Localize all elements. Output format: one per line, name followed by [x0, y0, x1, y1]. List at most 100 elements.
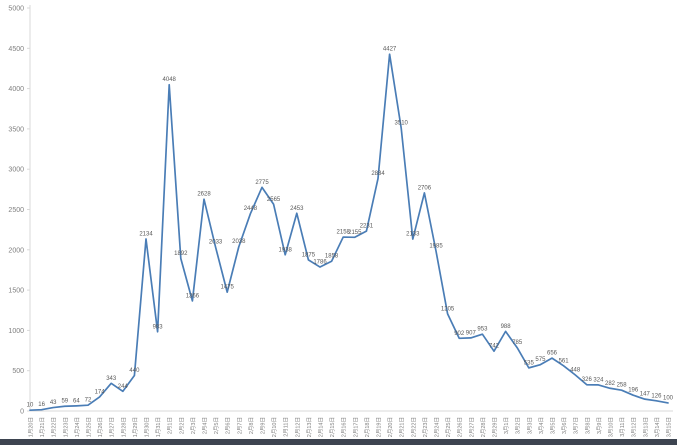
- x-axis-tick-label: 2月18日: [364, 417, 371, 437]
- data-point-label: 2775: [255, 180, 269, 186]
- y-axis-tick-label: 2000: [8, 247, 24, 254]
- x-axis-tick-label: 2月6日: [225, 417, 232, 434]
- x-axis-tick-label: 2月3日: [190, 417, 197, 434]
- data-point-label: 4427: [383, 47, 397, 53]
- x-axis-tick-label: 3月9日: [596, 417, 603, 434]
- data-point-label: 2628: [197, 192, 211, 198]
- y-axis-tick-label: 3500: [8, 126, 24, 133]
- data-point-label: 2565: [267, 197, 281, 203]
- data-point-label: 1475: [221, 285, 235, 291]
- x-axis-tick-label: 2月25日: [445, 417, 452, 437]
- x-axis-tick-label: 3月11日: [619, 417, 626, 437]
- x-axis-tick-label: 3月4日: [538, 417, 545, 434]
- data-point-label: 343: [106, 376, 117, 382]
- data-point-label: 535: [524, 360, 535, 366]
- x-axis-tick-label: 1月31日: [155, 417, 162, 437]
- data-point-label: 16: [38, 402, 45, 408]
- x-axis-tick-label: 3月5日: [550, 417, 557, 434]
- data-point-label: 2134: [139, 231, 153, 237]
- x-axis-tick-label: 3月12日: [631, 417, 638, 437]
- data-point-label: 1875: [302, 252, 316, 258]
- x-axis-tick-label: 2月4日: [202, 417, 209, 434]
- x-axis-tick-label: 3月14日: [654, 417, 661, 437]
- x-axis-tick-label: 2月23日: [422, 417, 429, 437]
- x-axis-tick-label: 3月7日: [573, 417, 580, 434]
- data-point-label: 1205: [441, 306, 455, 312]
- data-point-label: 1892: [174, 251, 188, 257]
- x-axis-tick-label: 3月15日: [666, 417, 673, 437]
- y-axis-tick-label: 4000: [8, 86, 24, 93]
- x-axis-tick-label: 2月21日: [399, 417, 406, 437]
- y-axis-tick-label: 0: [20, 409, 24, 416]
- data-point-label: 2706: [418, 185, 432, 191]
- data-point-label: 2448: [244, 206, 258, 212]
- x-axis-tick-label: 1月25日: [86, 417, 93, 437]
- x-axis-tick-label: 2月24日: [434, 417, 441, 437]
- x-axis-tick-label: 2月20日: [387, 417, 394, 437]
- data-point-label: 2884: [371, 171, 385, 177]
- data-point-label: 2033: [209, 240, 223, 246]
- data-point-label: 656: [547, 351, 558, 357]
- x-axis-tick-label: 1月24日: [74, 417, 81, 437]
- x-axis-tick-label: 2月15日: [329, 417, 336, 437]
- data-point-label: 2155: [348, 230, 362, 236]
- x-axis-tick-label: 1月27日: [109, 417, 116, 437]
- data-point-label: 10: [27, 403, 34, 409]
- data-point-label: 902: [454, 331, 465, 337]
- data-point-label: 1985: [429, 244, 443, 250]
- data-point-label: 742: [489, 344, 500, 350]
- x-axis-tick-label: 1月23日: [62, 417, 69, 437]
- x-axis-tick-label: 2月14日: [318, 417, 325, 437]
- x-axis-tick-label: 3月8日: [584, 417, 591, 434]
- x-axis-tick-label: 2月17日: [352, 417, 359, 437]
- y-axis-tick-label: 500: [12, 368, 24, 375]
- data-point-label: 988: [501, 324, 512, 330]
- data-point-label: 43: [50, 400, 57, 406]
- data-point-label: 126: [651, 393, 662, 399]
- data-point-label: 324: [593, 377, 604, 383]
- y-axis-tick-label: 5000: [8, 6, 24, 13]
- x-axis-tick-label: 2月1日: [167, 417, 174, 434]
- data-point-label: 174: [95, 389, 106, 395]
- x-axis-tick-label: 3月13日: [642, 417, 649, 437]
- data-point-label: 282: [605, 381, 616, 387]
- x-axis-tick-label: 2月5日: [213, 417, 220, 434]
- data-point-label: 561: [559, 358, 570, 364]
- x-axis-tick-label: 2月22日: [410, 417, 417, 437]
- y-axis-tick-label: 3000: [8, 167, 24, 174]
- data-point-label: 1858: [325, 254, 339, 260]
- x-axis-tick-label: 1月22日: [51, 417, 58, 437]
- data-point-label: 258: [617, 383, 628, 389]
- data-point-label: 1938: [279, 247, 293, 253]
- x-axis-tick-label: 1月26日: [97, 417, 104, 437]
- y-axis-tick-label: 1500: [8, 288, 24, 295]
- data-point-label: 147: [640, 392, 651, 398]
- x-axis-tick-label: 2月8日: [248, 417, 255, 434]
- data-point-label: 2133: [406, 232, 420, 238]
- x-axis-tick-label: 2月13日: [306, 417, 313, 437]
- x-axis-tick-label: 2月29日: [492, 417, 499, 437]
- data-point-label: 2231: [360, 224, 374, 230]
- data-point-label: 448: [570, 367, 581, 373]
- data-point-label: 440: [129, 368, 140, 374]
- data-point-label: 1786: [313, 260, 327, 266]
- data-point-label: 953: [477, 327, 488, 333]
- x-axis-tick-label: 1月21日: [39, 417, 46, 437]
- x-axis-tick-label: 2月10日: [271, 417, 278, 437]
- x-axis-tick-label: 2月11日: [283, 417, 290, 437]
- y-axis-tick-label: 4500: [8, 46, 24, 53]
- data-point-label: 907: [466, 330, 477, 336]
- x-axis-tick-label: 2月7日: [236, 417, 243, 434]
- window-bottom-edge-bar: [0, 439, 677, 445]
- y-axis-tick-label: 2500: [8, 207, 24, 214]
- x-axis-tick-label: 3月2日: [515, 417, 522, 434]
- data-point-label: 575: [535, 357, 546, 363]
- x-axis-tick-label: 2月26日: [457, 417, 464, 437]
- data-point-label: 2038: [232, 239, 246, 245]
- series-line: [29, 53, 669, 412]
- data-point-label: 100: [663, 395, 674, 401]
- x-axis-tick-label: 1月29日: [132, 417, 139, 437]
- x-axis-tick-label: 2月19日: [376, 417, 383, 437]
